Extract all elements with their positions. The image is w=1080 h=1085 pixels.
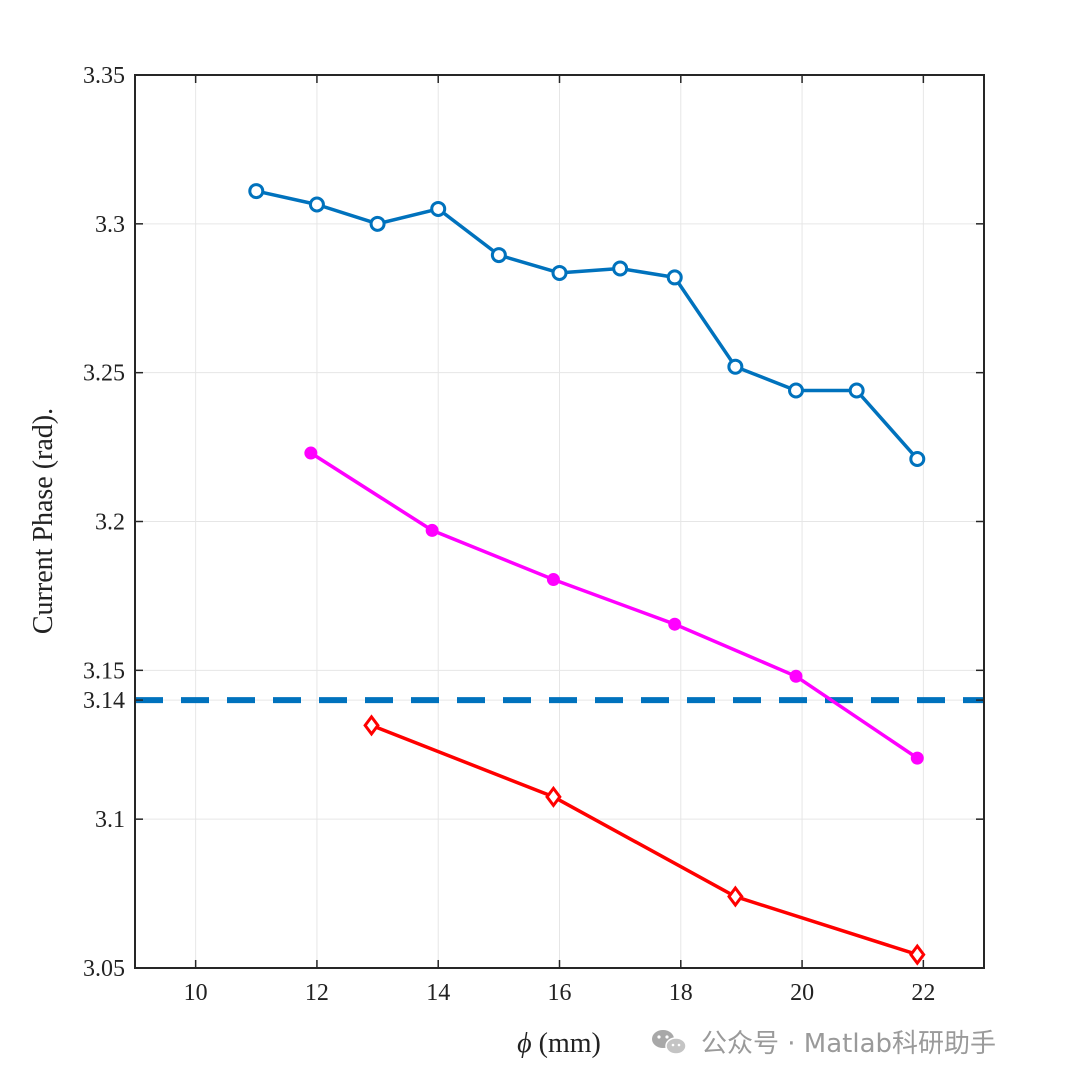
data-point [727,885,744,908]
series-line [370,723,918,957]
data-point [430,200,447,217]
y-tick-label: 3.35 [83,63,125,89]
x-tick-label: 12 [305,980,329,1006]
y-tick-label: 3.05 [83,956,125,982]
x-tick-label: 10 [184,980,208,1006]
x-tick-label: 14 [426,980,450,1006]
data-point [546,573,560,587]
watermark-text: 公众号 · Matlab科研助手 [701,1029,996,1059]
data-point [363,714,380,737]
data-point [545,785,562,808]
x-tick-label: 18 [669,980,693,1006]
data-point [848,382,865,399]
data-point [909,943,926,966]
data-point [304,446,318,460]
wechat-icon [652,1030,687,1055]
series-line [309,451,919,760]
y-axis-title: Current Phase (rad). [28,408,59,634]
y-tick-label: 3.1 [95,807,125,833]
data-point [666,269,683,286]
series-2 [304,446,924,765]
y-tick-label: 3.3 [95,212,125,238]
x-axis-unit: (mm) [532,1028,601,1059]
y-tick-label: 3.15 [83,658,125,684]
data-point [369,215,386,232]
grid [135,74,984,969]
x-tick-label: 16 [548,980,572,1006]
y-tick-label: 3.14 [83,688,125,714]
watermark: 公众号 · Matlab科研助手 [652,1029,996,1059]
data-point [910,751,924,765]
tick-labels: 10 12 14 16 18 20 22 3.05 3.1 3.14 3.15 3.2 3.25 3.3 3… [83,63,935,1006]
data-point [425,523,439,537]
ticks [135,74,984,969]
y-tick-label: 3.25 [83,361,125,387]
x-axis-symbol: ϕ [517,1028,532,1059]
series-layer [248,183,926,966]
x-tick-label: 22 [911,980,935,1006]
data-point [668,617,682,631]
data-point [248,183,265,200]
x-axis-title: ϕ (mm) [517,1028,601,1059]
y-tick-label: 3.2 [95,510,125,536]
data-point [909,450,926,467]
series-3 [363,714,926,966]
data-point [612,260,629,277]
data-point [789,669,803,683]
data-point [551,264,568,281]
x-tick-label: 20 [790,980,814,1006]
data-point [308,196,325,213]
series-1 [248,183,926,467]
data-point [788,382,805,399]
data-point [490,247,507,264]
data-point [727,358,744,375]
series-line [255,189,919,461]
